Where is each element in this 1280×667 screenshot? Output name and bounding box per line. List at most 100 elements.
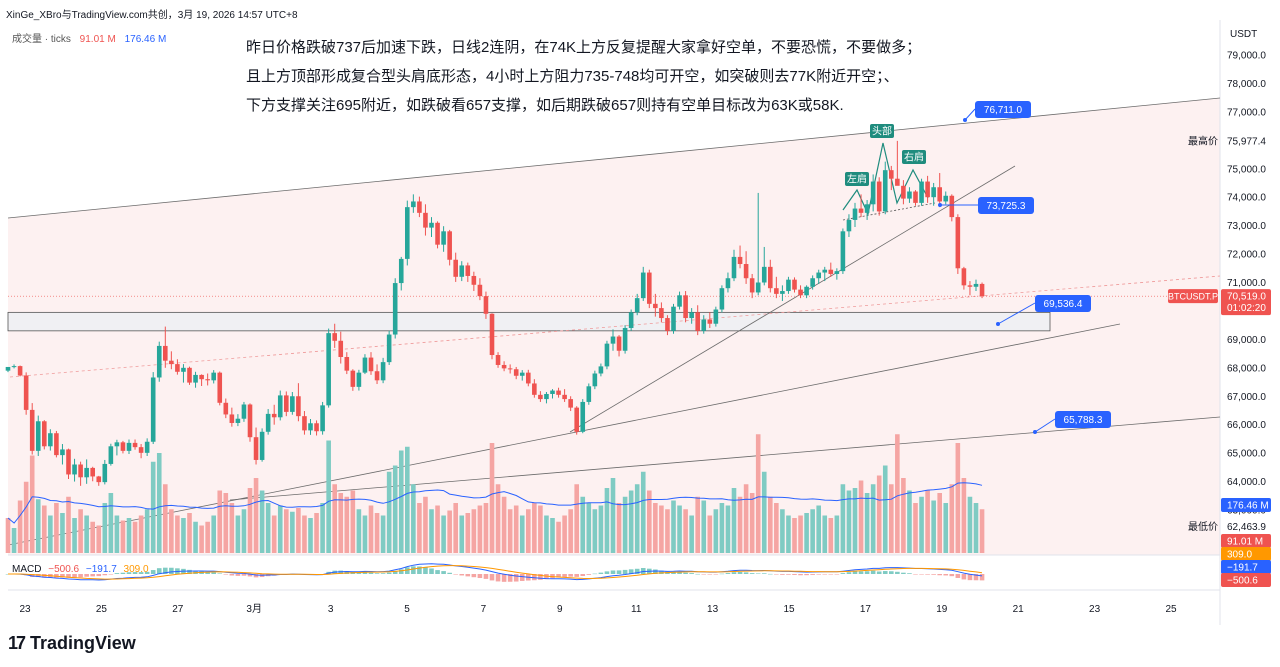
volume-bar (804, 513, 809, 553)
volume-bar (586, 503, 592, 553)
macd-histogram-bar (931, 574, 936, 575)
macd-scale-badge-text: −191.7 (1227, 563, 1258, 574)
symbol-badge-text: BTCUSDT.P (1168, 292, 1218, 302)
macd-histogram-bar (568, 574, 573, 577)
macd-histogram-bar (132, 572, 138, 574)
volume-legend[interactable]: 成交量 · ticks 91.01 M 176.46 M (12, 30, 166, 45)
candle-body (48, 433, 53, 447)
macd-legend[interactable]: MACD −500.6 −191.7 309.0 (12, 564, 149, 575)
candle-body (17, 366, 23, 376)
candle-body (852, 208, 858, 220)
callout-anchor-dot (963, 118, 967, 122)
macd-histogram-bar (120, 572, 126, 574)
candle-body (66, 449, 71, 475)
candle-body (532, 383, 537, 395)
head-shoulders-neckline (842, 202, 936, 221)
volume-bar (465, 513, 471, 553)
macd-histogram-bar (447, 572, 452, 574)
volume-legend-ma: 176.46 M (124, 34, 167, 45)
candle-body (586, 386, 592, 402)
y-tick-label: 74,000.0 (1227, 193, 1266, 204)
volume-bar (532, 503, 537, 553)
macd-histogram-bar (66, 574, 71, 578)
macd-histogram-bar (429, 568, 434, 574)
price-callout-box (1035, 295, 1091, 312)
candle-body (973, 283, 979, 287)
macd-histogram-bar (743, 572, 749, 574)
price-callout-box (975, 101, 1031, 118)
candle-body (955, 217, 961, 269)
volume-ma-line (7, 482, 983, 524)
macd-histogram-bar (786, 574, 791, 575)
candle-body (961, 268, 967, 286)
price-callout-label: 76,711.0 (984, 105, 1023, 116)
candle-body (344, 357, 350, 371)
macd-histogram-bar (362, 572, 368, 574)
macd-histogram-bar (423, 567, 428, 574)
candle-body (259, 431, 265, 460)
candle-body (277, 395, 283, 418)
candle-body (193, 374, 198, 383)
macd-histogram-bar (435, 570, 440, 574)
macd-histogram-bar (919, 574, 924, 575)
volume-bar (550, 518, 555, 553)
candle-body (737, 256, 743, 265)
volume-bar (290, 511, 295, 553)
volume-bar (979, 509, 985, 553)
candle-body (677, 295, 682, 307)
macd-histogram-bar (695, 573, 700, 575)
candle-body (501, 364, 507, 369)
macd-histogram-bar (876, 571, 882, 574)
candle-body (229, 414, 235, 423)
volume-bar (556, 521, 561, 553)
candle-body (967, 285, 973, 287)
volume-legend-value: 91.01 M (79, 34, 116, 45)
candle-body (78, 464, 83, 478)
candle-body (919, 181, 924, 203)
macd-histogram-bar (241, 574, 247, 576)
volume-bar (405, 446, 410, 553)
candle-body (786, 279, 791, 292)
y-tick-label: 79,000.0 (1227, 51, 1266, 62)
macd-histogram-bar (35, 574, 41, 578)
macd-histogram-bar (538, 574, 543, 580)
volume-bar (338, 493, 344, 553)
candle-body (290, 396, 295, 412)
macd-histogram-bar (961, 574, 967, 580)
right-shoulder-label: 右肩 (904, 151, 924, 164)
candle-body (447, 231, 452, 260)
candle-body (931, 187, 936, 198)
volume-bar (647, 490, 652, 553)
candle-body (538, 394, 543, 400)
candle-body (11, 366, 17, 368)
x-tick-label: 3 (328, 604, 334, 615)
macd-histogram-bar (895, 571, 900, 574)
candle-body (362, 357, 368, 373)
candle-body (913, 191, 918, 203)
volume-bar (495, 484, 501, 553)
volume-bar (610, 478, 616, 553)
macd-histogram-bar (471, 574, 477, 578)
macd-histogram-bar (689, 573, 694, 574)
volume-bar (840, 484, 846, 553)
candle-body (489, 313, 495, 356)
macd-legend-signal: 309.0 (123, 564, 149, 575)
volume-bar (889, 484, 894, 553)
volume-bar (23, 481, 29, 553)
callout-anchor-dot (996, 322, 1000, 326)
volume-bar (846, 490, 852, 553)
support-zone-box (7, 311, 1051, 332)
volume-bar (761, 471, 767, 553)
volume-bar (483, 503, 489, 553)
macd-histogram-bar (187, 569, 192, 574)
volume-bar (380, 515, 386, 553)
callout-anchor-dot (938, 203, 942, 207)
macd-histogram-bar (374, 573, 380, 574)
macd-histogram-bar (459, 574, 465, 576)
volume-bar (447, 510, 452, 553)
candle-body (749, 278, 755, 293)
tradingview-brand[interactable]: 17 TradingView (8, 633, 136, 654)
candle-body (653, 303, 658, 309)
macd-histogram-bar (967, 574, 973, 581)
